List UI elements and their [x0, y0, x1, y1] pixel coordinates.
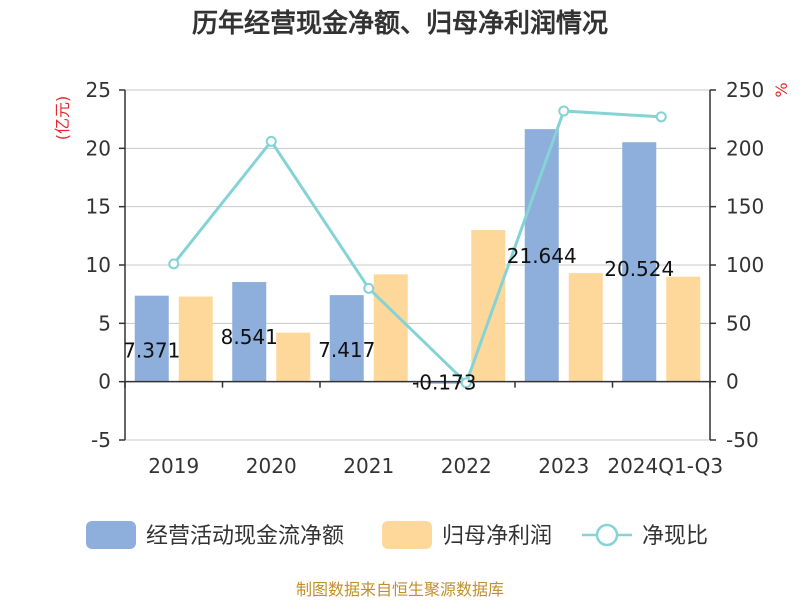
x-tick-label: 2022 [441, 454, 492, 478]
ratio-line-point [655, 111, 667, 123]
bar-cash-flow [427, 381, 462, 384]
ratio-line-path [172, 109, 662, 386]
left-tick-label: 25 [86, 78, 111, 102]
right-tick-label: 150 [726, 195, 764, 219]
left-tick-label: 5 [98, 311, 111, 335]
data-label-cash-flow: -0.173 [412, 371, 476, 395]
right-tick-label: 200 [726, 136, 764, 160]
legend-swatch-ratio-marker [595, 523, 619, 547]
ratio-line [168, 105, 667, 389]
right-axis-unit: % [772, 82, 791, 97]
bar-net-profit [666, 276, 701, 382]
right-tick-label: -50 [726, 428, 759, 452]
source-note: 制图数据来自恒生聚源数据库 [296, 580, 504, 599]
left-tick-label: 10 [86, 253, 111, 277]
data-label-cash-flow: 8.541 [221, 325, 278, 349]
x-tick-label: 2020 [246, 454, 297, 478]
legend-swatch-net-profit [382, 521, 432, 549]
x-tick-label: 2019 [148, 454, 199, 478]
bar-cash-flow [329, 295, 364, 382]
data-label-cash-flow: 20.524 [604, 257, 674, 281]
right-tick-label: 0 [726, 370, 739, 394]
bar-net-profit [373, 274, 408, 382]
axes [124, 90, 711, 440]
right-tick-label: 100 [726, 253, 764, 277]
data-labels: 7.371 8.541 7.417 -0.173 21.644 20.524 [123, 244, 674, 395]
bar-net-profit [568, 273, 603, 382]
left-tick-label: 15 [86, 195, 111, 219]
legend-label-ratio: 净现比 [642, 524, 708, 549]
left-axis-unit: (亿元) [53, 96, 72, 141]
bar-net-profit [178, 296, 213, 382]
x-axis-ticks: 2019 2020 2021 2022 2023 2024Q1-Q3 [148, 454, 723, 478]
ratio-line-point [363, 282, 375, 294]
bar-cash-flow [134, 295, 169, 382]
bar-cash-flow [622, 142, 657, 382]
data-label-cash-flow: 21.644 [507, 244, 577, 268]
left-tick-label: 0 [98, 370, 111, 394]
ratio-line-point [265, 135, 277, 147]
ratio-line-point [558, 105, 570, 117]
right-tick-label: 250 [726, 78, 764, 102]
right-tick-label: 50 [726, 311, 751, 335]
legend: 经营活动现金流净额 归母净利润 净现比 [86, 521, 708, 549]
legend-label-net-profit: 归母净利润 [442, 524, 552, 549]
ratio-line-point [168, 258, 180, 270]
legend-label-cash-flow: 经营活动现金流净额 [146, 524, 344, 549]
right-axis-ticks: 250 200 150 100 50 0 -50 [710, 78, 764, 452]
legend-swatch-cash-flow [86, 521, 136, 549]
data-label-cash-flow: 7.371 [123, 339, 180, 363]
chart-title: 历年经营现金净额、归母净利润情况 [192, 8, 608, 39]
ratio-line-point [460, 377, 472, 389]
bar-cash-flow [232, 282, 267, 382]
x-tick-label: 2021 [343, 454, 394, 478]
x-tick-label: 2023 [538, 454, 589, 478]
x-tick-label: 2024Q1-Q3 [607, 454, 723, 478]
left-axis-ticks: 25 20 15 10 5 0 -5 [86, 78, 125, 452]
left-tick-label: 20 [86, 136, 111, 160]
left-tick-label: -5 [91, 428, 111, 452]
bars [134, 129, 701, 384]
data-label-cash-flow: 7.417 [318, 338, 375, 362]
bar-net-profit [276, 332, 311, 382]
